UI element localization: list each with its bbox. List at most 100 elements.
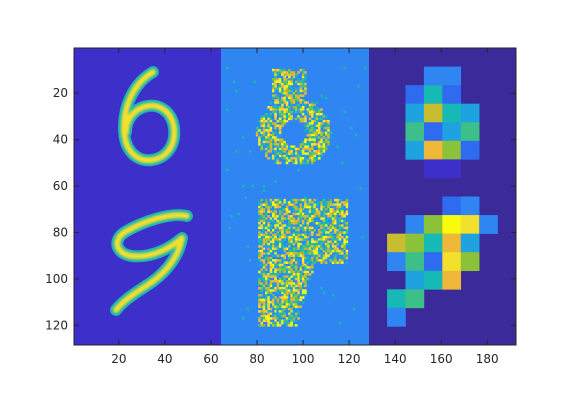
noise-pixel — [281, 314, 284, 318]
noise-pixel — [276, 312, 280, 316]
noise-pixel — [258, 143, 261, 146]
noise-pixel — [322, 231, 326, 234]
noise-pixel — [278, 129, 282, 132]
noise-pixel — [295, 150, 298, 153]
noise-pixel — [285, 242, 289, 246]
noise-pixel — [345, 222, 349, 225]
noise-pixel — [322, 235, 326, 239]
noise-pixel — [276, 133, 280, 137]
noise-pixel — [281, 231, 284, 234]
noise-pixel — [269, 263, 273, 267]
noise-pixel — [327, 235, 330, 239]
noise-pixel — [304, 203, 307, 206]
noise-pixel — [258, 208, 261, 211]
noise-pixel — [274, 154, 277, 158]
noise-pixel — [271, 273, 275, 276]
noise-pixel — [338, 256, 342, 260]
noise-pixel — [292, 201, 296, 204]
noise-pixel — [283, 73, 286, 77]
noise-pixel — [334, 235, 337, 239]
noise-pixel — [306, 210, 310, 213]
noise-pixel — [271, 286, 275, 290]
noise-pixel — [297, 154, 300, 158]
noise-pixel — [290, 157, 293, 160]
noise-pixel — [318, 259, 321, 262]
noise-pixel — [295, 96, 298, 100]
noise-pixel — [301, 103, 305, 107]
noise-pixel — [297, 289, 300, 292]
noise-pixel — [343, 256, 346, 260]
noise-pixel — [327, 126, 330, 130]
noise-pixel — [285, 112, 289, 116]
noise-pixel — [283, 284, 286, 288]
noise-pixel — [306, 150, 310, 153]
noise-pixel — [315, 215, 319, 218]
noise-pixel — [320, 231, 323, 234]
noise-pixel — [271, 242, 275, 246]
noise-pixel — [324, 245, 328, 248]
noise-pixel — [338, 254, 342, 258]
noise-pixel — [274, 266, 277, 269]
noise-pixel — [313, 103, 316, 107]
noise-pixel — [322, 122, 326, 125]
noise-pixel — [345, 249, 349, 253]
noise-pixel — [320, 115, 323, 118]
noise-pixel — [271, 219, 275, 223]
noise-pixel — [265, 254, 268, 258]
noise-pixel — [292, 238, 296, 241]
noise-pixel — [276, 224, 280, 227]
noise-pixel — [290, 263, 293, 267]
noise-pixel — [324, 231, 328, 234]
noise-pixel — [274, 143, 277, 146]
noise-pixel — [271, 298, 275, 302]
noise-pixel — [271, 217, 275, 220]
noise-pixel — [288, 268, 291, 271]
noise-pixel — [276, 124, 280, 128]
noise-pixel — [306, 235, 310, 239]
noise-pixel — [313, 124, 316, 128]
noise-pixel — [308, 152, 312, 155]
noise-pixel — [301, 159, 305, 162]
noise-pixel — [281, 277, 284, 281]
noise-pixel — [274, 314, 277, 318]
noise-pixel — [292, 314, 296, 318]
noise-pixel — [269, 300, 273, 304]
noise-pixel — [308, 133, 312, 137]
noise-pixel — [327, 129, 330, 132]
noise-pixel — [295, 289, 298, 292]
noise-pixel — [297, 103, 300, 107]
noise-pixel — [271, 96, 275, 100]
noise-pixel — [285, 143, 289, 146]
noise-pixel — [299, 145, 303, 148]
noise-pixel — [327, 201, 330, 204]
noise-pixel — [341, 242, 344, 246]
noise-pixel — [290, 110, 293, 114]
noise-pixel — [262, 314, 266, 318]
noise-pixel — [290, 112, 293, 116]
noise-pixel — [269, 226, 273, 230]
noise-pixel — [276, 310, 280, 313]
noise-pixel — [281, 300, 284, 304]
noise-pixel — [283, 75, 286, 79]
noise-pixel — [269, 247, 273, 251]
noise-pixel — [334, 238, 337, 241]
noise-pixel — [260, 293, 263, 297]
noise-pixel — [265, 119, 268, 123]
noise-pixel — [260, 263, 263, 267]
noise-pixel — [292, 161, 296, 165]
noise-pixel — [301, 150, 305, 153]
noise-pixel — [297, 80, 300, 83]
noise-pixel — [336, 242, 339, 246]
noise-pixel — [265, 305, 268, 309]
noise-pixel — [301, 143, 305, 146]
noise-pixel — [258, 303, 261, 306]
noise-pixel — [262, 119, 266, 123]
noise-pixel — [267, 203, 270, 206]
noise-pixel — [290, 80, 293, 83]
noise-pixel — [271, 233, 275, 237]
noise-pixel — [290, 242, 293, 246]
noise-pixel — [274, 249, 277, 253]
noise-pixel — [260, 212, 263, 216]
noise-pixel — [288, 310, 291, 313]
noise-pixel — [276, 198, 280, 202]
